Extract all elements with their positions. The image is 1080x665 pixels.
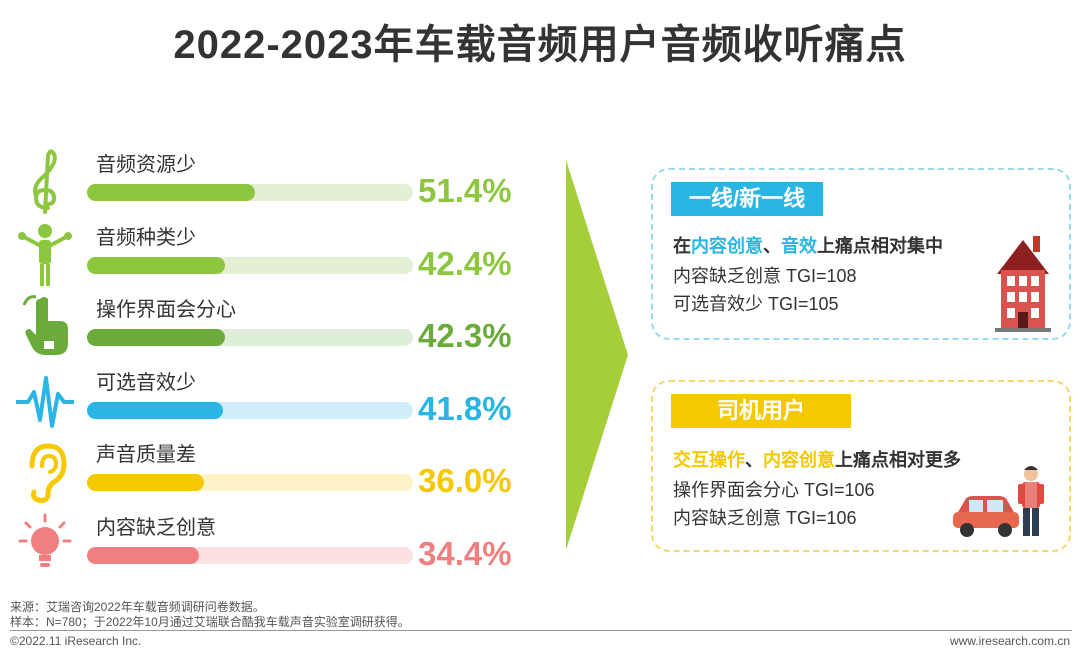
bar-fill bbox=[87, 184, 255, 201]
bar-row: 音频种类少 42.4% bbox=[0, 219, 540, 291]
category-label: 操作界面会分心 bbox=[96, 299, 236, 321]
lightbulb-icon bbox=[14, 509, 76, 579]
hand-pointer-icon bbox=[14, 291, 76, 361]
bar-track bbox=[87, 256, 413, 274]
website-link: www.iresearch.com.cn bbox=[949, 634, 1070, 648]
group-headline-drivers: 交互操作、内容创意上痛点相对更多 bbox=[673, 446, 961, 472]
value-label: 42.4% bbox=[418, 244, 512, 282]
headline-part: 上痛点相对集中 bbox=[817, 236, 943, 256]
driver-car-icon bbox=[953, 466, 1044, 537]
page-title: 2022-2023年车载音频用户音频收听痛点 bbox=[173, 23, 907, 67]
group-line-2-drivers: 内容缺乏创意 TGI=106 bbox=[673, 508, 857, 528]
headline-part: 在 bbox=[673, 236, 691, 256]
category-label: 可选音效少 bbox=[96, 371, 196, 394]
bar-row: 声音质量差 36.0% bbox=[0, 436, 540, 508]
category-label: 音频种类少 bbox=[96, 226, 196, 249]
group-line-2-tier1: 可选音效少 TGI=105 bbox=[673, 294, 839, 314]
value-label: 34.4% bbox=[418, 534, 512, 572]
group-badge-drivers: 司机用户 bbox=[671, 394, 852, 428]
headline-part: 内容创意 bbox=[691, 236, 763, 256]
bar-row: 操作界面会分心 42.3% bbox=[0, 291, 540, 363]
group-box-drivers: 司机用户 交互操作、内容创意上痛点相对更多 操作界面会分心 TGI=106 内容… bbox=[651, 380, 1071, 552]
group-badge-tier1: 一线/新一线 bbox=[671, 182, 824, 216]
bar-track bbox=[87, 329, 413, 346]
arrow-shape bbox=[566, 160, 628, 550]
category-label: 音频资源少 bbox=[96, 154, 196, 176]
headline-part: 上痛点相对更多 bbox=[835, 450, 961, 470]
bar-track bbox=[87, 474, 413, 491]
category-label: 内容缺乏创意 bbox=[96, 516, 216, 539]
group-line-1-drivers: 操作界面会分心 TGI=106 bbox=[673, 480, 875, 500]
bar-fill bbox=[87, 546, 199, 564]
bar-row: 内容缺乏创意 34.4% bbox=[0, 509, 540, 581]
bar-track bbox=[87, 546, 413, 564]
value-label: 42.3% bbox=[418, 317, 512, 354]
group-box-tier1: 一线/新一线 在内容创意、音效上痛点相对集中 内容缺乏创意 TGI=108 可选… bbox=[651, 168, 1071, 340]
sample-note: 样本：N=780；于2022年10月通过艾瑞联合酷我车载声音实验室调研获得。 bbox=[10, 615, 410, 629]
headline-part: 、 bbox=[763, 236, 781, 256]
bar-fill bbox=[87, 401, 223, 419]
group-headline-tier1: 在内容创意、音效上痛点相对集中 bbox=[673, 232, 943, 258]
bar-row: 可选音效少 41.8% bbox=[0, 364, 540, 436]
headline-part: 内容创意 bbox=[763, 450, 835, 470]
sound-wave-icon bbox=[14, 364, 76, 434]
bar-row: 音频资源少 51.4% bbox=[0, 146, 540, 218]
treble-clef-icon bbox=[14, 146, 76, 216]
category-label: 声音质量差 bbox=[96, 444, 196, 466]
headline-part: 音效 bbox=[781, 236, 817, 256]
pain-point-bar-chart: 音频资源少 51.4% 音频种类少 42.4% 操作界面会分心 42.3% 可选音效少 41.… bbox=[0, 0, 540, 600]
bar-track bbox=[87, 401, 413, 419]
group-line-1-tier1: 内容缺乏创意 TGI=108 bbox=[673, 266, 857, 286]
value-label: 36.0% bbox=[418, 462, 512, 499]
bar-fill bbox=[87, 474, 204, 491]
footer-divider bbox=[10, 630, 1072, 631]
conductor-icon bbox=[14, 219, 76, 289]
bar-track bbox=[87, 184, 413, 201]
value-label: 51.4% bbox=[418, 172, 512, 209]
headline-part: 交互操作 bbox=[673, 450, 745, 470]
copyright-text: ©2022.11 iResearch Inc. bbox=[10, 634, 142, 648]
house-icon bbox=[995, 236, 1051, 332]
bar-fill bbox=[87, 329, 225, 346]
bar-fill bbox=[87, 256, 225, 274]
headline-part: 、 bbox=[745, 450, 763, 470]
value-label: 41.8% bbox=[418, 389, 512, 427]
source-note: 来源：艾瑞咨询2022年车载音频调研问卷数据。 bbox=[10, 600, 265, 614]
ear-icon bbox=[14, 436, 76, 506]
